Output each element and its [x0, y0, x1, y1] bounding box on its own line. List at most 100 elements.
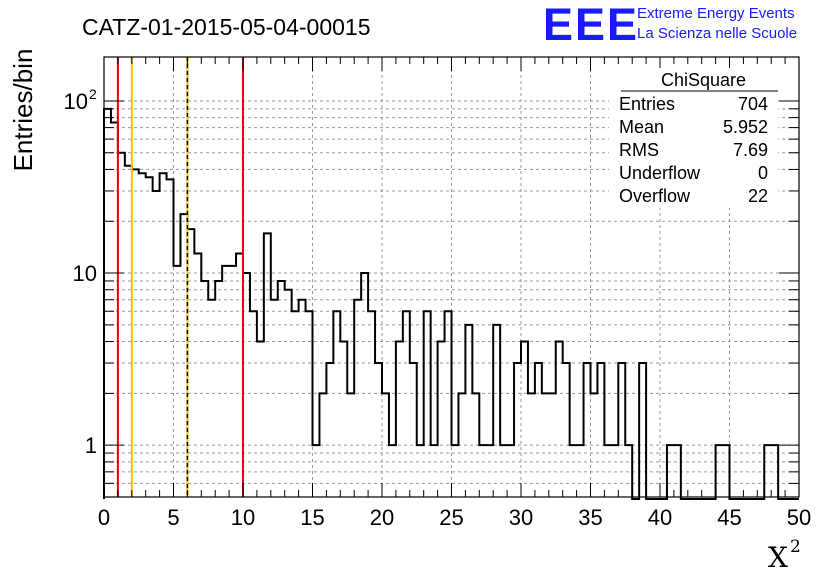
stats-value: 22	[748, 186, 768, 206]
histogram-bin	[563, 363, 570, 497]
histogram-bin	[354, 300, 361, 497]
y-tick-label: 10	[64, 89, 88, 114]
histogram-bin	[493, 325, 500, 497]
histogram-bin	[625, 445, 632, 497]
histogram-bin	[674, 445, 681, 497]
x-tick-label: 15	[300, 505, 324, 530]
histogram-bin	[667, 445, 674, 497]
histogram-bin	[215, 281, 222, 497]
histogram-bin	[250, 311, 257, 497]
histogram-bin	[292, 311, 299, 497]
x-axis-label-superscript: 2	[790, 537, 801, 557]
axes	[103, 56, 800, 498]
histogram-bin	[382, 393, 389, 497]
histogram-bin	[368, 311, 375, 497]
stats-value: 704	[738, 94, 768, 114]
histogram-bin	[180, 214, 187, 497]
histogram-bin	[570, 445, 577, 497]
histogram-bin	[208, 300, 215, 497]
histogram-bin	[771, 445, 778, 497]
histogram-bin	[222, 266, 229, 497]
y-axis-label: Entries/bin	[8, 49, 38, 172]
logo-line-2: La Scienza nelle Scuole	[637, 25, 798, 42]
histogram-bin	[132, 169, 139, 497]
histogram-bin	[549, 393, 556, 497]
histogram-bin	[577, 445, 584, 497]
logo-line-1: Extreme Energy Events	[637, 5, 795, 22]
histogram-bin	[584, 363, 591, 497]
histogram-bin	[160, 173, 167, 497]
histogram-bin	[299, 300, 306, 497]
histogram-bin	[264, 233, 271, 497]
histogram-bin	[174, 266, 181, 497]
stats-value: 5.952	[723, 117, 768, 137]
histogram-bin	[326, 363, 333, 497]
histogram-bin	[375, 363, 382, 497]
histogram-bin	[410, 363, 417, 497]
histogram-bin	[396, 342, 403, 497]
histogram-bin	[521, 342, 528, 497]
histogram-bin	[528, 393, 535, 497]
histogram-bin	[486, 445, 493, 497]
histogram-bin	[153, 191, 160, 497]
histogram-bin	[618, 363, 625, 497]
y-tick-label: 10	[73, 261, 97, 286]
histogram-bin	[611, 445, 618, 497]
x-tick-label: 35	[578, 505, 602, 530]
histogram-bin	[111, 122, 118, 497]
histogram-bin	[347, 393, 354, 497]
histogram-bin	[243, 273, 250, 497]
histogram-bin	[431, 445, 438, 497]
histogram-bin	[514, 363, 521, 497]
histogram-bin	[146, 177, 153, 497]
histogram-outline	[103, 107, 799, 500]
stats-label: Underflow	[619, 163, 701, 183]
histogram-bin	[417, 445, 424, 497]
histogram-bin	[167, 179, 174, 497]
histogram-bin	[458, 393, 465, 497]
histogram-bin	[194, 253, 201, 497]
histogram-bin	[639, 363, 646, 497]
histogram-bin	[465, 325, 472, 497]
x-tick-label: 40	[648, 505, 672, 530]
histogram-bin	[306, 311, 313, 497]
chart-title: CATZ-01-2015-05-04-00015	[82, 14, 371, 40]
x-tick-label: 30	[509, 505, 533, 530]
histogram-bin	[125, 166, 132, 497]
stats-label: RMS	[619, 140, 659, 160]
x-tick-label: 25	[439, 505, 463, 530]
x-tick-label: 50	[787, 505, 811, 530]
stats-label: Entries	[619, 94, 675, 114]
histogram-bin	[271, 300, 278, 497]
histogram-bin	[604, 445, 611, 497]
histogram-bin	[716, 445, 723, 497]
stats-label: Mean	[619, 117, 664, 137]
histogram-bin	[591, 393, 598, 497]
histogram-bin	[542, 393, 549, 497]
histogram-bin	[472, 393, 479, 497]
histogram-bin	[764, 445, 771, 497]
stats-label: Overflow	[619, 186, 691, 206]
histogram-bin	[201, 281, 208, 497]
histogram-bin	[479, 445, 486, 497]
histogram-bin	[340, 342, 347, 497]
histogram-bin	[507, 445, 514, 497]
histogram-bin	[187, 229, 194, 497]
histogram-bin	[139, 173, 146, 497]
histogram-bin	[403, 311, 410, 497]
stats-value: 0	[758, 163, 768, 183]
histogram-bin	[236, 253, 243, 497]
histogram-bin	[445, 311, 452, 497]
histogram-bin	[319, 393, 326, 497]
y-tick-label-superscript: 2	[89, 86, 97, 102]
y-tick-label: 1	[85, 433, 97, 458]
histogram-bin	[361, 273, 368, 497]
histogram-bin	[597, 363, 604, 497]
x-tick-label: 20	[370, 505, 394, 530]
histogram-bin	[424, 311, 431, 497]
x-tick-label: 45	[717, 505, 741, 530]
histogram-bin	[438, 342, 445, 497]
stats-box-title: ChiSquare	[661, 70, 746, 90]
x-tick-label: 0	[98, 505, 110, 530]
